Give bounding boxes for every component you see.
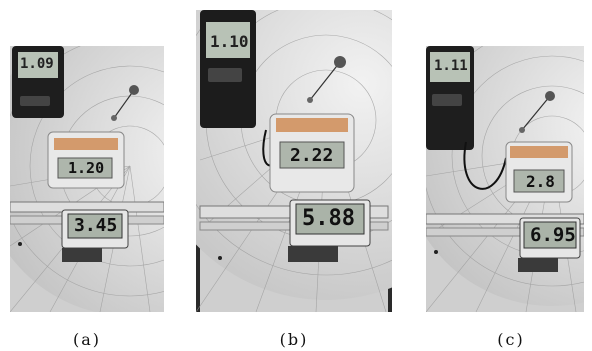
photo-panel-b: 1.10 2.22 5.88 — [196, 10, 392, 312]
caliper-reading-b: 5.88 — [302, 206, 355, 231]
photo-panel-a: 1.09 1.20 3.45 — [10, 46, 164, 312]
meter-reading-a: 1.09 — [20, 56, 54, 72]
gauge-reading-b: 2.22 — [290, 145, 334, 166]
caliper-reading-a: 3.45 — [74, 215, 118, 236]
caption-b: (b) — [279, 330, 309, 349]
meter-reading-b: 1.10 — [210, 32, 249, 51]
caption-c: (c) — [497, 330, 525, 349]
meter-reading-c: 1.11 — [434, 58, 468, 74]
photo-b — [196, 10, 392, 312]
gauge-reading-a: 1.20 — [68, 159, 105, 177]
caliper-reading-c: 6.95 — [530, 224, 576, 246]
photo-c — [426, 46, 584, 312]
gauge-reading-c: 2.8 — [526, 172, 555, 191]
photo-panel-c: 1.11 2.8 6.95 — [426, 46, 584, 312]
caption-a: (a) — [72, 330, 102, 349]
photo-a — [10, 46, 164, 312]
